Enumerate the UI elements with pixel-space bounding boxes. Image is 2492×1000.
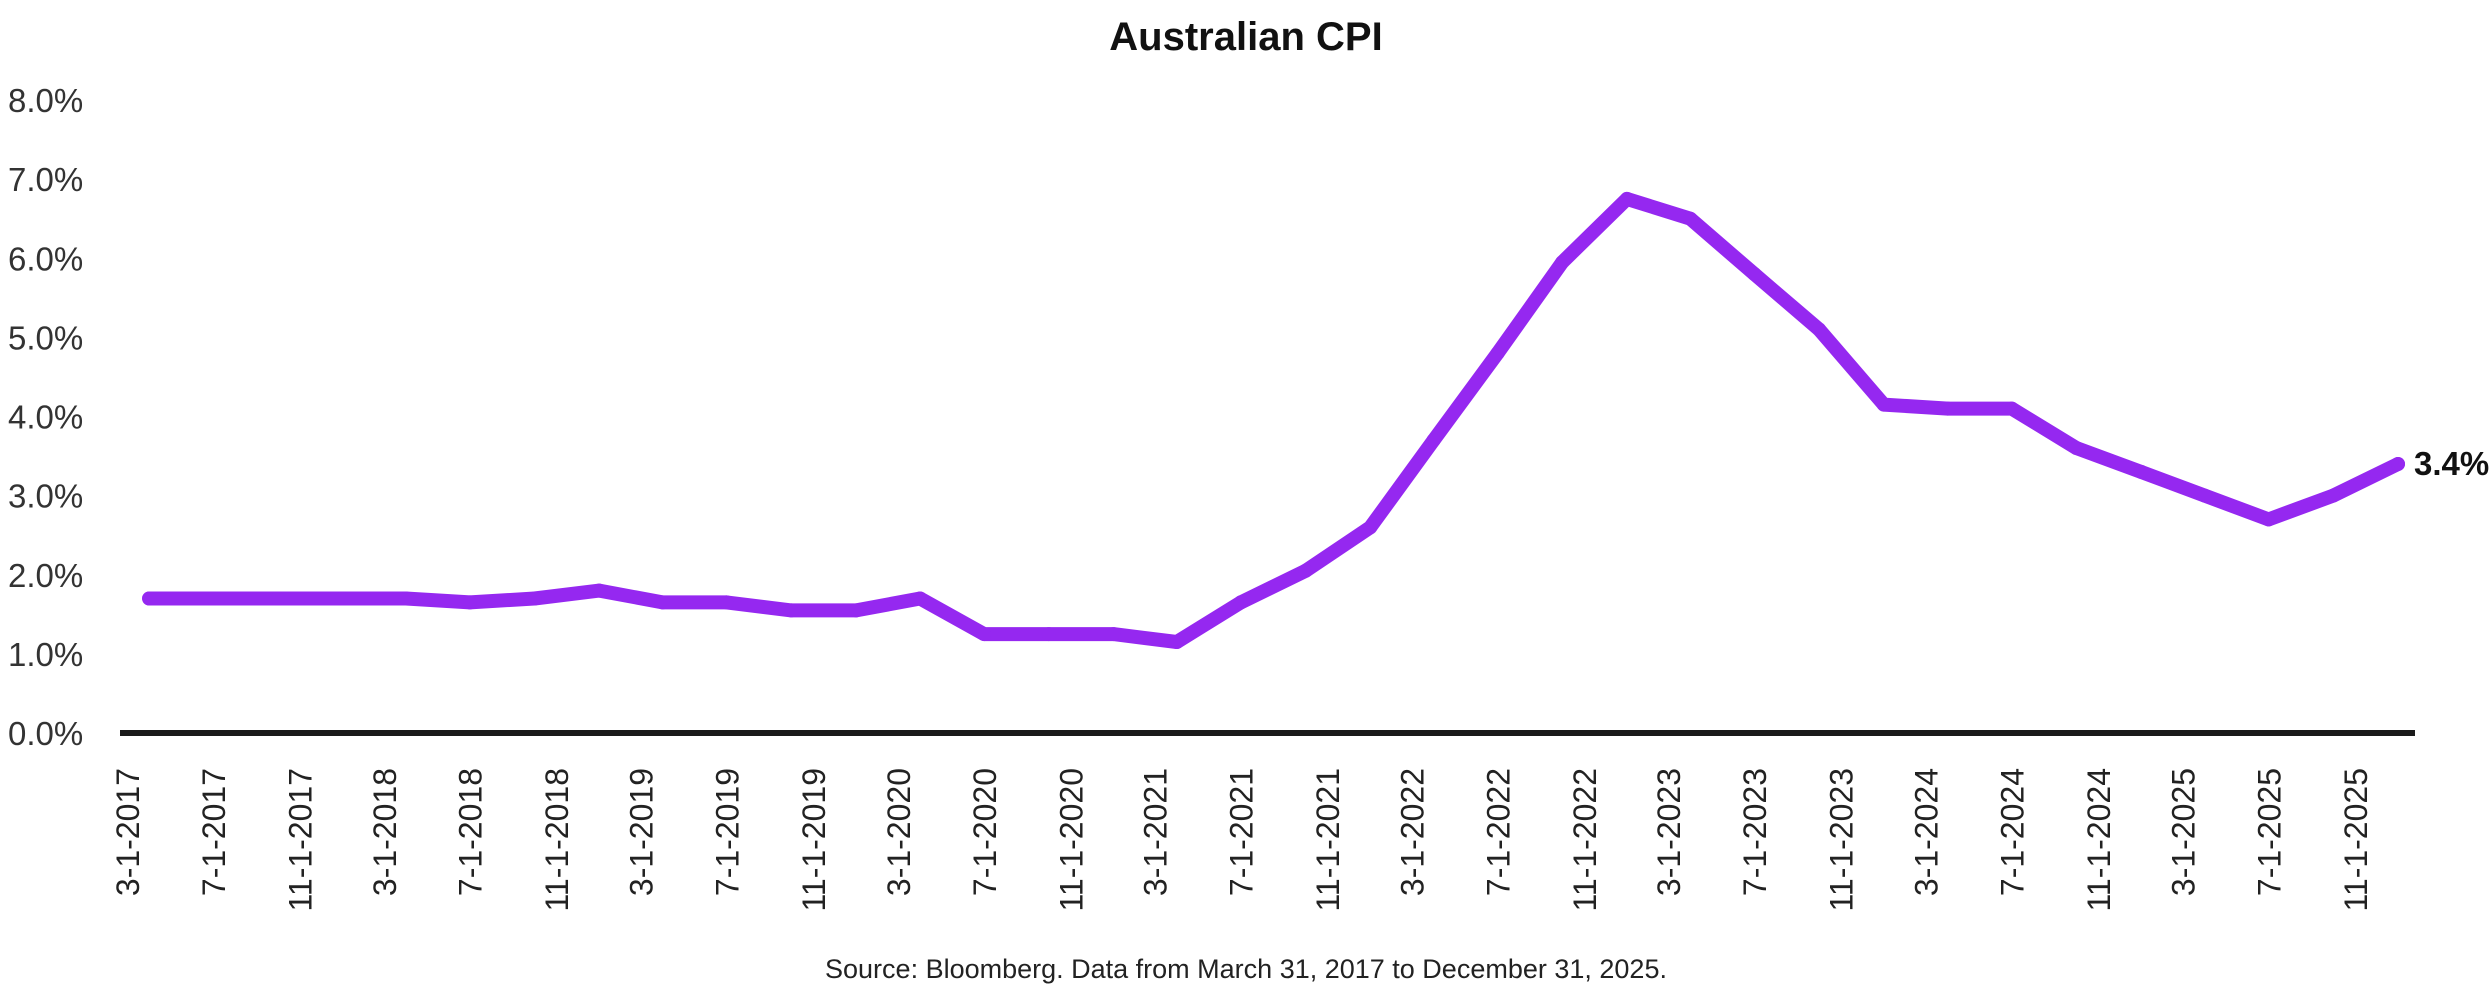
y-tick-label: 0.0%: [8, 715, 83, 752]
cpi-data-point: [1106, 627, 1121, 642]
x-axis-ticks: 3-1-2017 7-1-2017 11-1-2017 3-1-2018 7-1-201…: [110, 768, 2374, 912]
y-tick-label: 2.0%: [8, 557, 83, 594]
cpi-data-point: [784, 603, 799, 618]
x-tick-label: 3-1-2017: [110, 768, 146, 896]
x-tick-label: 3-1-2020: [881, 768, 917, 896]
x-tick-label: 11-1-2020: [1053, 768, 1089, 912]
x-tick-label: 3-1-2025: [2165, 768, 2201, 896]
cpi-data-point: [1363, 520, 1378, 535]
cpi-data-point: [2261, 512, 2276, 527]
cpi-data-point: [2326, 488, 2341, 503]
cpi-data-point: [1426, 433, 1441, 448]
chart-title: Australian CPI: [1109, 15, 1382, 59]
cpi-data-point: [655, 595, 670, 610]
y-tick-label: 3.0%: [8, 478, 83, 515]
cpi-data-point: [1298, 563, 1313, 578]
x-tick-label: 3-1-2018: [367, 768, 403, 896]
cpi-data-point: [142, 591, 157, 606]
cpi-data-point: [1041, 627, 1056, 642]
cpi-data-point: [335, 591, 350, 606]
cpi-data-point: [977, 627, 992, 642]
y-axis-ticks: 0.0% 1.0% 2.0% 3.0% 4.0% 5.0% 6.0% 7.0% 8.0%: [8, 82, 83, 752]
cpi-data-point: [1233, 595, 1248, 610]
cpi-data-point: [1490, 346, 1505, 361]
cpi-data-point: [206, 591, 221, 606]
x-tick-label: 11-1-2019: [796, 768, 832, 912]
cpi-data-point: [527, 591, 542, 606]
x-tick-label: 7-1-2020: [967, 768, 1003, 896]
cpi-data-point: [1169, 635, 1184, 649]
x-tick-label: 7-1-2024: [1995, 768, 2031, 896]
cpi-data-point: [462, 595, 477, 610]
cpi-data-point: [592, 583, 607, 598]
cpi-data-point: [1876, 397, 1891, 412]
x-tick-label: 11-1-2018: [539, 768, 575, 912]
cpi-data-point: [913, 591, 928, 606]
cpi-data-point: [398, 591, 413, 606]
y-tick-label: 5.0%: [8, 319, 83, 356]
x-tick-label: 11-1-2021: [1310, 768, 1346, 912]
y-tick-label: 6.0%: [8, 240, 83, 277]
cpi-data-point: [849, 603, 864, 618]
cpi-data-point: [270, 591, 285, 606]
cpi-data-point: [1620, 191, 1634, 206]
x-tick-label: 7-1-2022: [1480, 768, 1516, 896]
cpi-data-point: [1683, 211, 1698, 226]
cpi-data-point: [1747, 267, 1762, 282]
x-tick-label: 11-1-2025: [2338, 768, 2374, 912]
x-tick-label: 3-1-2022: [1394, 768, 1430, 896]
x-tick-label: 3-1-2021: [1138, 768, 1174, 896]
x-tick-label: 11-1-2022: [1567, 768, 1603, 912]
y-tick-label: 8.0%: [8, 82, 83, 119]
cpi-data-point: [719, 595, 734, 610]
y-tick-label: 4.0%: [8, 399, 83, 436]
cpi-data-point: [2197, 488, 2212, 503]
cpi-data-point: [1555, 255, 1570, 270]
cpi-series-points: [142, 191, 2405, 649]
x-tick-label: 11-1-2023: [1824, 768, 1860, 912]
x-tick-label: 7-1-2023: [1737, 768, 1773, 896]
source-note: Source: Bloomberg. Data from March 31, 2…: [825, 954, 1667, 984]
x-tick-label: 7-1-2017: [196, 768, 232, 896]
x-tick-label: 7-1-2018: [453, 768, 489, 896]
cpi-data-point: [2004, 401, 2019, 416]
x-tick-label: 7-1-2021: [1224, 768, 1260, 896]
x-tick-label: 7-1-2025: [2251, 768, 2287, 896]
x-tick-label: 11-1-2017: [282, 768, 318, 912]
cpi-data-point: [2069, 441, 2084, 456]
x-tick-label: 11-1-2024: [2081, 768, 2117, 912]
end-value-label: 3.4%: [2414, 445, 2489, 482]
cpi-data-point: [1940, 401, 1955, 416]
x-tick-label: 3-1-2023: [1651, 768, 1687, 896]
x-tick-label: 7-1-2019: [709, 768, 745, 896]
cpi-series-line: [142, 191, 2405, 649]
x-tick-label: 3-1-2019: [624, 768, 660, 896]
y-tick-label: 1.0%: [8, 636, 83, 673]
cpi-data-point: [2134, 464, 2149, 479]
cpi-data-point: [1812, 322, 1827, 337]
x-tick-label: 3-1-2024: [1909, 768, 1945, 896]
y-tick-label: 7.0%: [8, 161, 83, 198]
cpi-data-point: [2391, 457, 2405, 471]
